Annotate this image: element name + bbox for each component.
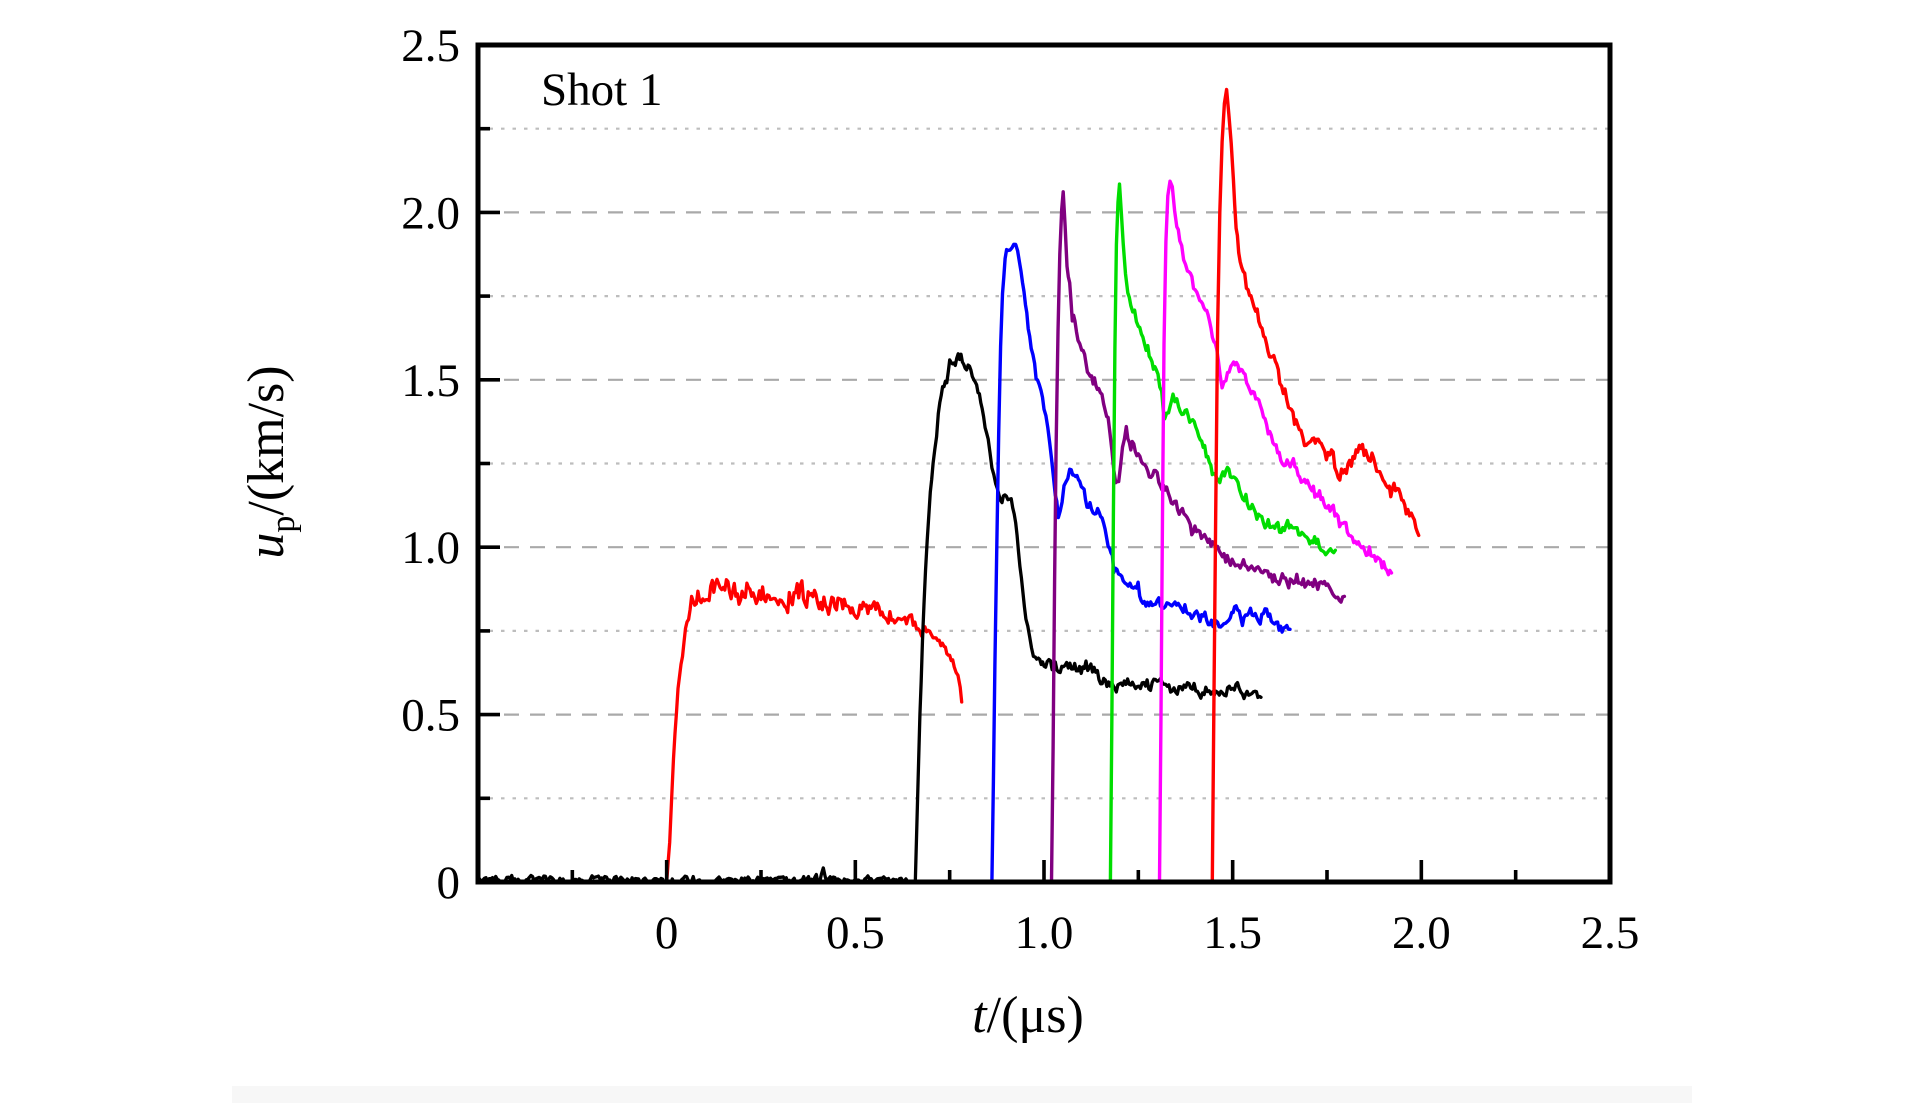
x-tick-label: 2.0 bbox=[1392, 907, 1451, 959]
series-probe-7-red bbox=[1210, 87, 1421, 882]
x-axis-label: t/(μs) bbox=[972, 987, 1084, 1044]
y-tick-label: 2.0 bbox=[401, 187, 460, 239]
x-tick-label: 2.5 bbox=[1581, 907, 1640, 959]
y-axis-label-units: /(km/s) bbox=[238, 365, 295, 515]
series-probe-4-purple bbox=[1049, 190, 1347, 882]
y-axis-label-subscript: p bbox=[265, 516, 302, 533]
y-tick-label: 2.5 bbox=[401, 20, 460, 72]
footer-strip bbox=[232, 1086, 1692, 1103]
y-tick-label: 0.5 bbox=[401, 690, 460, 742]
series-probe-1-red bbox=[665, 577, 964, 882]
x-tick-labels: 0 0.5 1.0 1.5 2.0 2.5 bbox=[655, 907, 1639, 959]
y-tick-label: 0 bbox=[437, 857, 461, 909]
series-probe-3-blue bbox=[990, 242, 1292, 882]
chart-title: Shot 1 bbox=[541, 64, 662, 116]
x-tick-label: 0.5 bbox=[826, 907, 885, 959]
y-tick-label: 1.5 bbox=[401, 355, 460, 407]
x-axis-label-units: /(μs) bbox=[987, 987, 1084, 1044]
series-probe-6-magenta bbox=[1157, 179, 1394, 882]
y-axis-label: up/(km/s) bbox=[238, 365, 302, 558]
y-tick-label: 1.0 bbox=[401, 522, 460, 574]
gridlines bbox=[478, 127, 1610, 800]
y-axis-label-symbol: u bbox=[238, 533, 295, 559]
series-lines bbox=[478, 87, 1421, 882]
y-tick-labels: 0 0.5 1.0 1.5 2.0 2.5 bbox=[401, 20, 460, 909]
x-tick-label: 0 bbox=[655, 907, 679, 959]
x-tick-label: 1.5 bbox=[1203, 907, 1262, 959]
series-probe-2-black bbox=[478, 352, 1263, 882]
series-probe-5-green bbox=[1108, 182, 1337, 882]
axes-frame bbox=[475, 42, 1613, 885]
x-axis-label-symbol: t bbox=[972, 987, 988, 1044]
x-tick-label: 1.0 bbox=[1015, 907, 1074, 959]
